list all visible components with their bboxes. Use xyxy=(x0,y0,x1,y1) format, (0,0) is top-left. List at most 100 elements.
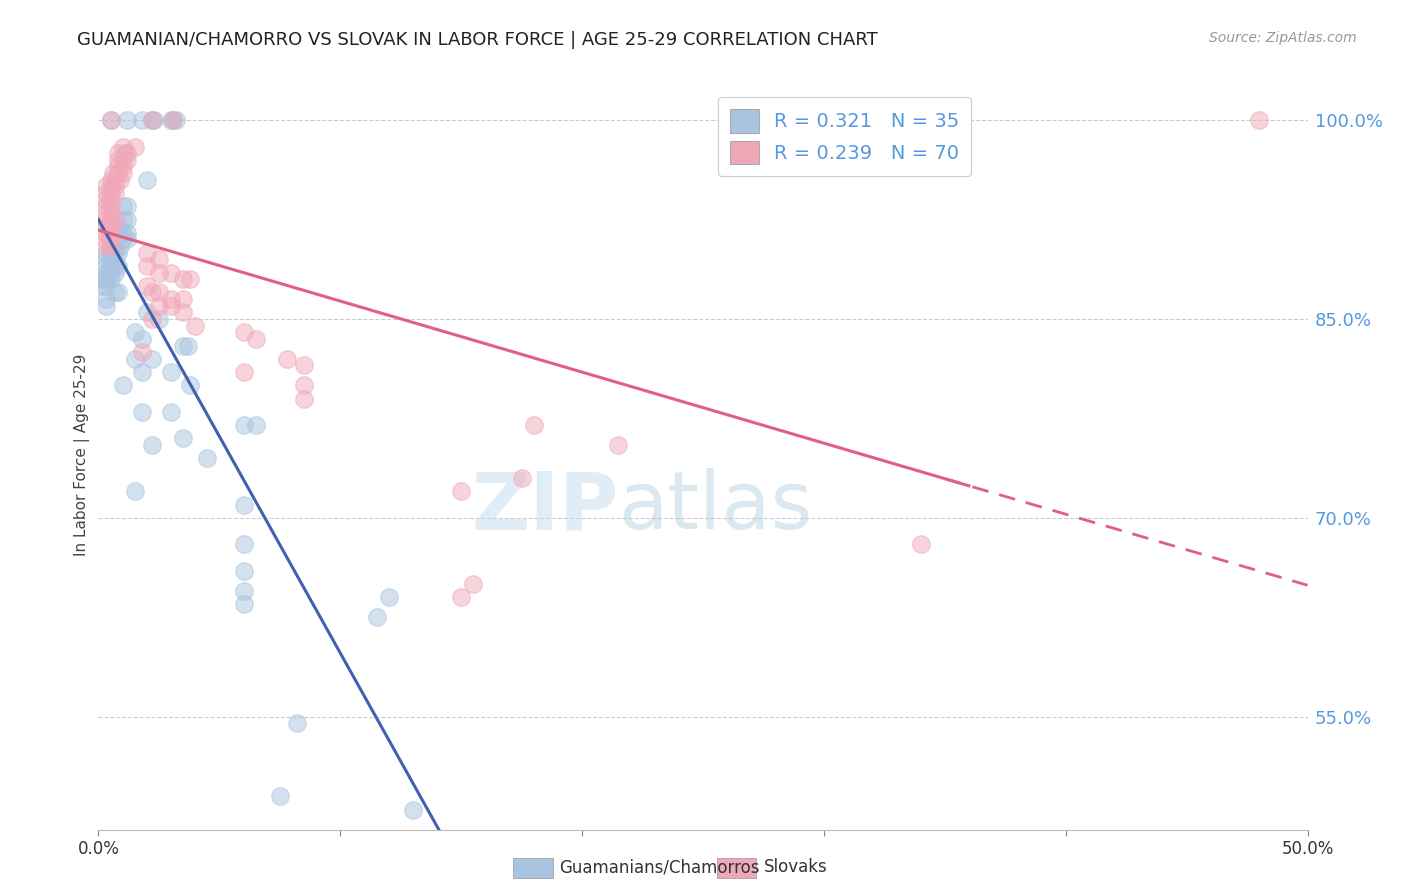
Point xyxy=(172,305,194,319)
Point xyxy=(292,392,315,406)
Text: Source: ZipAtlas.com: Source: ZipAtlas.com xyxy=(1209,31,1357,45)
Point xyxy=(179,378,201,392)
Point xyxy=(100,232,122,246)
Point xyxy=(104,259,127,273)
Point xyxy=(160,292,183,306)
Point xyxy=(141,351,163,366)
Point xyxy=(523,418,546,433)
Text: GUAMANIAN/CHAMORRO VS SLOVAK IN LABOR FORCE | AGE 25-29 CORRELATION CHART: GUAMANIAN/CHAMORRO VS SLOVAK IN LABOR FO… xyxy=(77,31,879,49)
Point xyxy=(100,206,122,220)
Point xyxy=(94,179,117,194)
Point xyxy=(141,312,163,326)
Point xyxy=(141,285,163,300)
Point xyxy=(100,259,122,273)
Point xyxy=(117,226,139,240)
Point xyxy=(111,160,134,174)
Point xyxy=(107,166,129,180)
Point xyxy=(104,173,127,187)
Point xyxy=(100,226,122,240)
Point xyxy=(111,226,134,240)
Point xyxy=(232,418,254,433)
Point xyxy=(94,278,117,293)
Point xyxy=(117,199,139,213)
Point xyxy=(100,239,122,253)
Point xyxy=(100,193,122,207)
Point xyxy=(107,259,129,273)
Point xyxy=(135,305,157,319)
Point xyxy=(148,266,170,280)
Point xyxy=(148,285,170,300)
Point xyxy=(91,278,114,293)
Point xyxy=(107,160,129,174)
Point xyxy=(104,212,127,227)
Point xyxy=(104,232,127,246)
Point xyxy=(107,146,129,161)
Point xyxy=(117,153,139,167)
Point xyxy=(111,139,134,153)
Point xyxy=(131,405,153,419)
Point xyxy=(107,245,129,260)
Point xyxy=(94,232,117,246)
Point xyxy=(177,338,200,352)
Point xyxy=(135,245,157,260)
Point xyxy=(100,212,122,227)
Point xyxy=(285,716,308,731)
Point xyxy=(165,113,187,128)
Point xyxy=(104,266,127,280)
Point xyxy=(162,113,184,128)
Point xyxy=(131,365,153,379)
Point xyxy=(111,166,134,180)
Point xyxy=(100,245,122,260)
Point xyxy=(232,498,254,512)
Point xyxy=(107,153,129,167)
Point xyxy=(607,438,630,452)
Point xyxy=(135,173,157,187)
Point xyxy=(184,318,207,333)
Point xyxy=(100,272,122,286)
Point xyxy=(104,239,127,253)
Point xyxy=(111,153,134,167)
Point xyxy=(232,325,254,339)
Point xyxy=(94,266,117,280)
Point xyxy=(100,173,122,187)
Point xyxy=(107,219,129,234)
Y-axis label: In Labor Force | Age 25-29: In Labor Force | Age 25-29 xyxy=(75,354,90,556)
Point xyxy=(292,378,315,392)
Point xyxy=(179,272,201,286)
Point xyxy=(1249,113,1271,128)
Point xyxy=(232,537,254,551)
Point xyxy=(100,179,122,194)
Point xyxy=(160,299,183,313)
Point xyxy=(94,299,117,313)
Point xyxy=(100,239,122,253)
Point xyxy=(160,405,183,419)
Point xyxy=(104,179,127,194)
Point xyxy=(94,206,117,220)
Point xyxy=(100,199,122,213)
Point xyxy=(111,378,134,392)
Point xyxy=(377,591,399,605)
Point xyxy=(117,232,139,246)
Text: ZIP: ZIP xyxy=(471,468,619,547)
Point xyxy=(111,232,134,246)
Point xyxy=(463,577,485,591)
Point xyxy=(107,285,129,300)
Point xyxy=(91,272,114,286)
Point xyxy=(172,292,194,306)
Point xyxy=(131,332,153,346)
Point xyxy=(162,113,184,128)
Point xyxy=(141,113,163,128)
Point xyxy=(124,484,146,499)
Point xyxy=(131,345,153,359)
Point xyxy=(117,113,139,128)
Point xyxy=(111,199,134,213)
Text: Slovaks: Slovaks xyxy=(763,858,827,876)
Point xyxy=(94,186,117,200)
Text: Guamanians/Chamorros: Guamanians/Chamorros xyxy=(560,858,761,876)
Point xyxy=(94,245,117,260)
Point xyxy=(172,338,194,352)
Point xyxy=(172,431,194,445)
Point xyxy=(910,537,932,551)
Point xyxy=(269,789,291,804)
Point xyxy=(143,113,166,128)
